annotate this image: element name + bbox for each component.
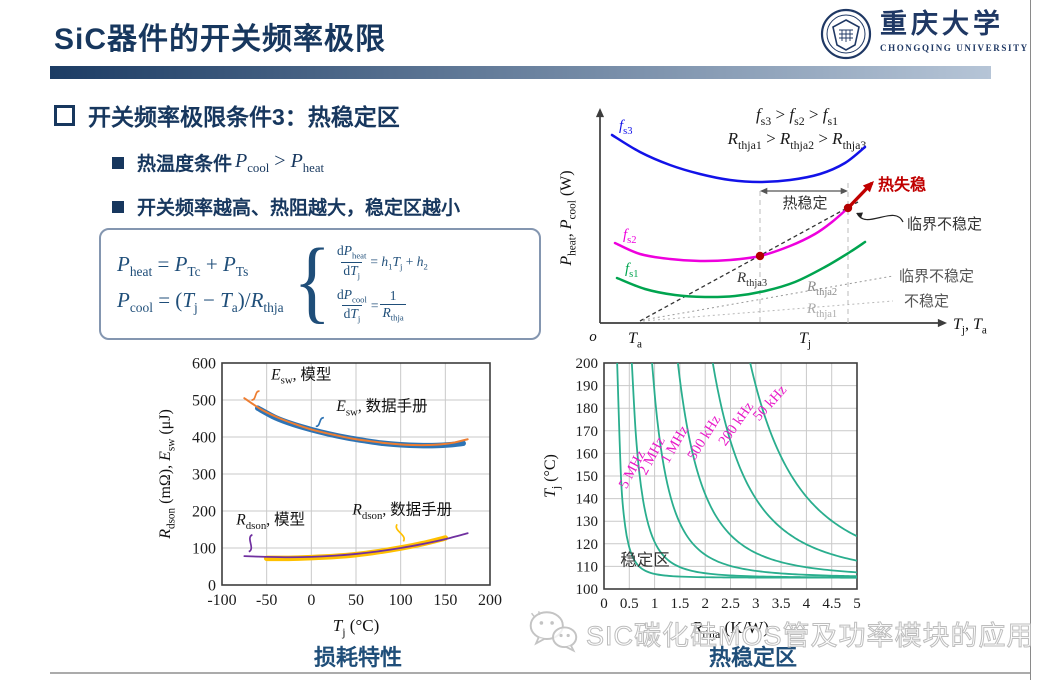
- svg-text:4.5: 4.5: [822, 596, 841, 612]
- svg-text:0: 0: [600, 596, 608, 612]
- svg-text:100: 100: [192, 541, 216, 558]
- svg-text:2: 2: [701, 596, 709, 612]
- svg-text:不稳定: 不稳定: [904, 293, 949, 310]
- caption-loss: 损耗特性: [313, 645, 402, 670]
- thermal-stable-region-chart: 0 0.5 1 1.5 2 2.5 3 3.5 4 4.5 5 100 110 120 130 140 150 1…: [542, 356, 861, 641]
- svg-text:临界不稳定: 临界不稳定: [899, 268, 974, 285]
- svg-text:Rthja (K/W): Rthja (K/W): [691, 618, 769, 641]
- university-name-en: CHONGQING UNIVERSITY: [880, 42, 1029, 53]
- svg-text:180: 180: [576, 401, 599, 417]
- svg-text:140: 140: [576, 492, 599, 508]
- svg-text:500: 500: [192, 393, 216, 410]
- svg-text:1: 1: [651, 596, 659, 612]
- university-logo: 重庆大学 CHONGQING UNIVERSITY: [820, 8, 1029, 65]
- svg-text:Rthja1 > Rthja2 > Rthja3: Rthja1 > Rthja2 > Rthja3: [727, 129, 867, 152]
- svg-text:fs3: fs3: [619, 118, 633, 137]
- formula-box: Pheat = PTc + PTs Pcool = (Tj − Ta)/Rthj…: [99, 228, 541, 340]
- svg-text:4: 4: [803, 596, 811, 612]
- svg-text:o: o: [589, 329, 597, 345]
- svg-text:Rthja1: Rthja1: [806, 301, 837, 320]
- svg-text:-50: -50: [256, 592, 277, 609]
- bullet-thermal-condition: 热温度条件 Pcool > Pheat: [112, 149, 324, 176]
- bullet-frequency-resistance: 开关频率越高、热阻越大，稳定区越小: [112, 193, 460, 220]
- svg-text:Esw, 模型: Esw, 模型: [270, 365, 331, 386]
- svg-text:110: 110: [576, 559, 598, 575]
- svg-text:200: 200: [576, 356, 599, 372]
- title-divider: [50, 66, 991, 79]
- svg-text:Rdson, 数据手册: Rdson, 数据手册: [351, 501, 452, 522]
- svg-text:2.5: 2.5: [721, 596, 740, 612]
- svg-text:1.5: 1.5: [671, 596, 690, 612]
- svg-text:Esw, 数据手册: Esw, 数据手册: [335, 397, 427, 418]
- svg-text:0: 0: [208, 578, 216, 595]
- formula-pheat: Pheat = PTc + PTs: [117, 252, 249, 280]
- svg-text:100: 100: [389, 592, 413, 609]
- svg-text:fs3 > fs2 > fs1: fs3 > fs2 > fs1: [756, 105, 838, 128]
- bullet-text: 热温度条件: [137, 154, 233, 175]
- svg-text:fs2: fs2: [623, 227, 637, 246]
- brace: {: [293, 228, 331, 332]
- svg-text:600: 600: [192, 356, 216, 373]
- svg-text:稳定区: 稳定区: [620, 550, 670, 569]
- right-border: [1030, 0, 1031, 680]
- svg-text:200: 200: [192, 504, 216, 521]
- svg-text:Tj, Ta: Tj, Ta: [953, 316, 987, 336]
- formula-dpheat: dPheat dTj = h1Tj + h2: [337, 243, 428, 281]
- page-title: SiC器件的开关频率极限: [54, 23, 387, 56]
- svg-text:100: 100: [576, 582, 599, 598]
- svg-text:临界不稳定: 临界不稳定: [907, 216, 982, 233]
- university-name-cn: 重庆大学: [880, 9, 1004, 39]
- svg-text:Rthja3: Rthja3: [736, 270, 767, 289]
- hollow-square-bullet-icon: [54, 104, 75, 126]
- svg-text:160: 160: [576, 446, 599, 462]
- bottom-divider: [50, 672, 1030, 674]
- svg-text:50: 50: [348, 592, 364, 609]
- svg-text:400: 400: [192, 430, 216, 447]
- svg-text:3.5: 3.5: [772, 596, 791, 612]
- bullet-math: Pcool > Pheat: [235, 149, 325, 175]
- square-bullet-icon: [112, 156, 124, 169]
- svg-text:150: 150: [576, 469, 599, 485]
- square-bullet-icon: [112, 200, 124, 213]
- svg-text:0: 0: [307, 592, 315, 609]
- svg-text:-100: -100: [207, 592, 236, 609]
- svg-text:150: 150: [433, 592, 457, 609]
- svg-text:300: 300: [192, 467, 216, 484]
- svg-text:0.5: 0.5: [620, 596, 639, 612]
- svg-text:fs1: fs1: [625, 261, 639, 280]
- svg-text:Tj: Tj: [799, 330, 811, 350]
- section-heading-text: 开关频率极限条件3：热稳定区: [88, 104, 400, 130]
- section-heading: 开关频率极限条件3：热稳定区: [54, 98, 400, 132]
- svg-text:热稳定: 热稳定: [782, 195, 827, 212]
- svg-text:3: 3: [752, 596, 760, 612]
- svg-text:170: 170: [576, 424, 599, 440]
- svg-text:Tj (°C): Tj (°C): [333, 616, 380, 639]
- svg-text:热失稳: 热失稳: [878, 175, 926, 194]
- svg-text:Tj (°C): Tj (°C): [542, 454, 562, 498]
- university-seal-icon: [820, 8, 872, 65]
- svg-text:120: 120: [576, 537, 599, 553]
- svg-text:Pheat, Pcool (W): Pheat, Pcool (W): [558, 170, 578, 266]
- svg-text:Rdson, 模型: Rdson, 模型: [235, 511, 305, 532]
- formula-dpcool: dPcool dTj = 1 Rthja: [337, 286, 406, 324]
- caption-region: 热稳定区: [708, 645, 797, 670]
- svg-text:130: 130: [576, 514, 599, 530]
- loss-characteristics-chart: -100 -50 0 50 100 150 200 0 100 200 300 400 500 600 Tj…: [157, 356, 502, 639]
- bullet-text: 开关频率越高、热阻越大，稳定区越小: [137, 198, 461, 219]
- svg-text:190: 190: [576, 379, 599, 395]
- formula-pcool: Pcool = (Tj − Ta)/Rthja: [117, 287, 284, 315]
- svg-text:Ta: Ta: [628, 330, 642, 350]
- svg-text:Rdson (mΩ), Esw (μJ): Rdson (mΩ), Esw (μJ): [157, 409, 177, 540]
- svg-text:Rthja2: Rthja2: [806, 279, 837, 298]
- svg-text:5: 5: [853, 596, 861, 612]
- svg-text:200: 200: [478, 592, 502, 609]
